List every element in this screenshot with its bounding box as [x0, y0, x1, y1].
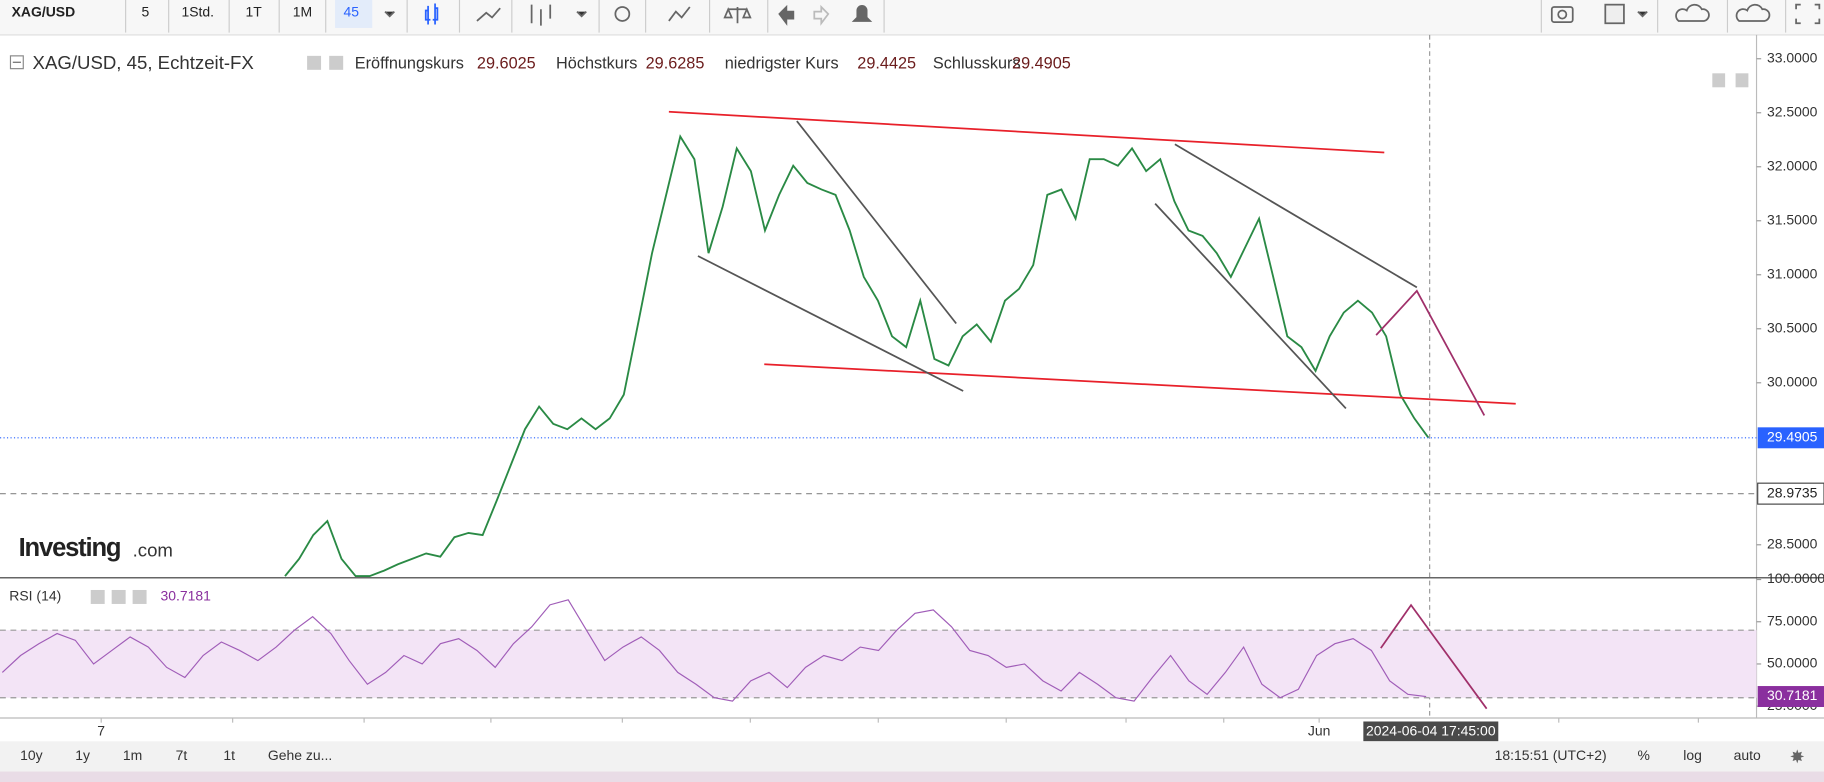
indicator-icon[interactable]: [90, 589, 105, 604]
y-tick-label: 75.0000: [1767, 612, 1818, 628]
instrument: XAG/USD, 45, Echtzeit-FX: [33, 52, 255, 73]
symbol[interactable]: XAG/USD: [12, 3, 76, 19]
price-label-box: [1757, 427, 1824, 449]
indicator-icon[interactable]: [132, 589, 147, 604]
legend-value: 29.6285: [646, 54, 705, 72]
axis-option[interactable]: auto: [1734, 747, 1761, 763]
cursor-time: 2024-06-04 17:45:00: [1366, 723, 1496, 739]
y-tick-label: 30.0000: [1767, 373, 1818, 389]
y-tick-label: 28.5000: [1767, 535, 1818, 551]
y-tick-label: 30.5000: [1767, 319, 1818, 335]
legend-value: 29.4905: [1012, 54, 1071, 72]
range-button[interactable]: 10y: [20, 747, 43, 763]
interval-button[interactable]: 1T: [245, 3, 262, 19]
time-ticks: [100, 717, 1699, 723]
interval-button[interactable]: 1Std.: [181, 3, 214, 19]
range-button[interactable]: 1y: [75, 747, 90, 763]
legend-icons[interactable]: [307, 55, 1749, 88]
rsi-line: [1, 599, 1427, 702]
time-label: 7: [97, 723, 105, 739]
bottom-bar: [0, 741, 1824, 772]
toolbar-separators: [125, 0, 1787, 33]
range-button[interactable]: Gehe zu...: [268, 747, 332, 763]
interval-button[interactable]: 5: [142, 3, 150, 19]
value-label: 30.7181: [1767, 687, 1818, 703]
y-tick-label: 33.0000: [1767, 49, 1818, 65]
y-tick-label: 50.0000: [1767, 655, 1818, 671]
price-label: 29.4905: [1767, 428, 1818, 444]
legend-value: 29.4425: [857, 54, 916, 72]
y-tick-label: 31.5000: [1767, 211, 1818, 227]
clock: 18:15:51 (UTC+2): [1495, 747, 1607, 763]
value-label-box: [1757, 686, 1824, 707]
price-label-box: [1757, 482, 1824, 505]
axis-option[interactable]: log: [1683, 747, 1702, 763]
price-label: 28.9735: [1767, 484, 1818, 500]
legend-value: 29.6025: [477, 54, 536, 72]
y-tick-label: 32.5000: [1767, 103, 1818, 119]
y-tick-label: 31.0000: [1767, 265, 1818, 281]
cursor-time-box: [1363, 721, 1499, 742]
range-button[interactable]: 1t: [223, 747, 235, 763]
active-interval-bg: [335, 0, 373, 28]
watermark: .com: [133, 540, 173, 561]
y-tick-label: 32.0000: [1767, 157, 1818, 173]
interval-button[interactable]: 45: [344, 3, 360, 19]
legend-label: niedrigster Kurs: [725, 54, 839, 72]
indicator-value: 30.7181: [161, 588, 212, 604]
price-line: [284, 134, 1430, 578]
indicator-title: RSI (14): [9, 588, 61, 604]
range-button[interactable]: 7t: [176, 747, 188, 763]
interval-button[interactable]: 1M: [293, 3, 312, 19]
collapse-box[interactable]: [9, 55, 24, 70]
bottom-strip: [0, 771, 1824, 782]
time-label: Jun: [1308, 723, 1330, 739]
watermark: Investing: [19, 534, 121, 562]
rsi-band: [0, 630, 1757, 698]
toolbar: [0, 0, 1824, 35]
indicator-icon[interactable]: [111, 589, 126, 604]
toolbar-icons[interactable]: [384, 3, 1821, 26]
y-tick-label: 100.0000: [1767, 570, 1824, 586]
legend-label: Eröffnungskurs: [355, 54, 464, 72]
settings-icon[interactable]: [1790, 749, 1805, 764]
legend-label: Schlusskurs: [933, 54, 1021, 72]
range-button[interactable]: 1m: [123, 747, 142, 763]
drawn-trendlines: [668, 110, 1516, 710]
legend-label: Höchstkurs: [556, 54, 637, 72]
axis-option[interactable]: %: [1637, 747, 1649, 763]
